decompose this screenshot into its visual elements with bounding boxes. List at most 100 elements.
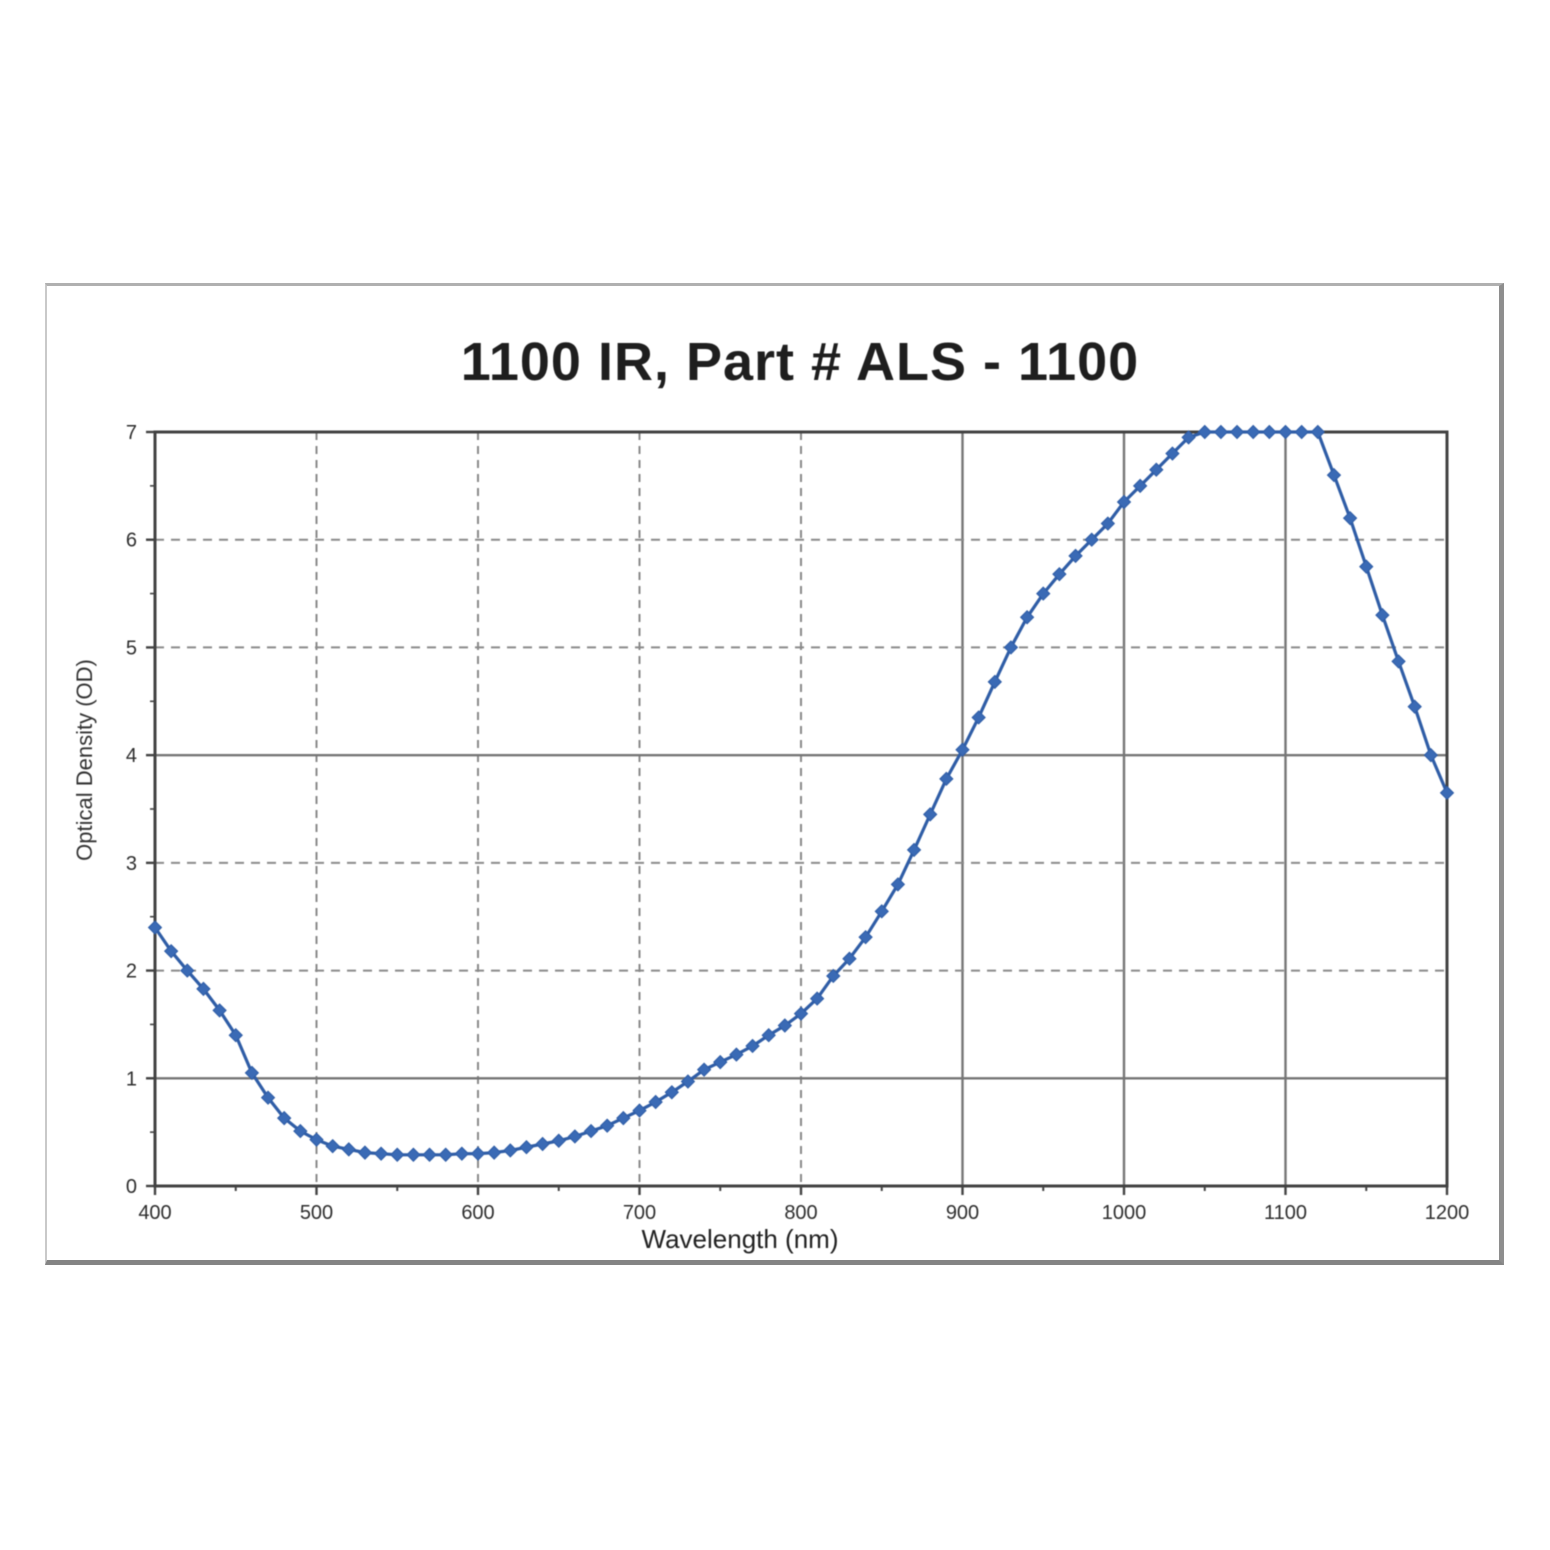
y-tick-label: 0: [126, 1176, 137, 1198]
data-point-marker: [1068, 548, 1083, 564]
data-point-marker: [1116, 494, 1132, 510]
data-point-marker: [260, 1090, 276, 1105]
data-point-marker: [1181, 430, 1196, 445]
data-point-marker: [906, 842, 922, 858]
data-point-marker: [890, 877, 906, 892]
data-point-marker: [761, 1027, 776, 1043]
x-tick-label: 1000: [1102, 1202, 1147, 1224]
data-point-marker: [551, 1133, 566, 1148]
y-tick-label: 2: [126, 961, 137, 983]
y-tick-label: 6: [126, 530, 137, 552]
data-point-marker: [196, 981, 211, 997]
data-point-marker: [163, 943, 179, 959]
x-tick-label: 900: [946, 1202, 979, 1224]
data-point-marker: [777, 1018, 793, 1033]
axis-ticks: [146, 430, 1449, 1195]
data-point-marker: [1084, 532, 1099, 547]
data-point-marker: [454, 1146, 470, 1161]
x-tick-label: 700: [623, 1202, 656, 1224]
data-point-marker: [1439, 785, 1455, 801]
tick-labels: 400 500 600 700 800 900 1000 1100 1200 0 1 2 3 4 5 6 7: [126, 422, 1469, 1224]
data-point-marker: [713, 1054, 728, 1070]
x-tick-label: 600: [461, 1202, 494, 1224]
data-point-marker: [357, 1145, 373, 1160]
data-point-marker: [1407, 699, 1422, 714]
data-point-marker: [422, 1147, 437, 1162]
x-tick-label: 400: [138, 1202, 171, 1224]
data-point-marker: [519, 1140, 534, 1155]
data-point-marker: [180, 963, 195, 978]
data-point-marker: [922, 807, 938, 822]
data-point-marker: [648, 1094, 663, 1110]
data-point-marker: [470, 1146, 486, 1161]
data-point-marker: [616, 1110, 631, 1126]
data-point-marker: [390, 1147, 405, 1162]
data-point-marker: [1245, 424, 1261, 440]
data-point-marker: [1100, 516, 1116, 531]
data-point-marker: [438, 1147, 453, 1162]
data-point-marker: [325, 1138, 340, 1154]
data-point-marker: [745, 1038, 760, 1054]
data-point-marker: [987, 674, 1003, 690]
data-point-marker: [228, 1027, 243, 1043]
data-point-marker: [1229, 424, 1245, 440]
data-point-marker: [729, 1047, 744, 1062]
data-point-marker: [1294, 424, 1309, 440]
data-point-marker: [599, 1118, 615, 1133]
data-point-marker: [1149, 462, 1164, 477]
y-tick-label: 5: [126, 637, 137, 659]
y-tick-label: 7: [126, 422, 137, 444]
data-point-marker: [486, 1145, 502, 1160]
data-point-marker: [147, 920, 163, 935]
data-point-marker: [1262, 424, 1277, 440]
data-point-marker: [1278, 424, 1293, 440]
x-tick-label: 500: [300, 1202, 333, 1224]
data-point-marker: [583, 1123, 599, 1139]
y-tick-label: 1: [126, 1068, 137, 1090]
data-point-marker: [1197, 424, 1212, 440]
data-point-marker: [244, 1065, 260, 1081]
y-tick-label: 4: [126, 745, 137, 767]
data-point-marker: [971, 710, 986, 725]
data-point-marker: [1391, 654, 1406, 669]
data-point-marker: [955, 742, 970, 757]
y-tick-label: 3: [126, 853, 137, 875]
data-point-marker: [1213, 424, 1229, 440]
data-point-marker: [276, 1110, 292, 1126]
x-tick-label: 800: [784, 1202, 817, 1224]
data-point-marker: [680, 1074, 696, 1089]
data-point-marker: [858, 929, 873, 945]
data-point-marker: [535, 1136, 550, 1152]
data-point-marker: [1019, 610, 1035, 625]
data-point-marker: [842, 951, 857, 966]
data-point-marker: [664, 1085, 680, 1100]
data-point-marker: [1359, 559, 1374, 574]
data-point-marker: [341, 1142, 357, 1157]
x-tick-label: 1200: [1425, 1202, 1470, 1224]
data-point-marker: [212, 1003, 227, 1018]
data-point-marker: [793, 1006, 809, 1021]
data-point-marker: [1036, 586, 1051, 601]
data-point-marker: [874, 904, 889, 919]
gridlines: [155, 432, 1447, 1186]
data-series: [147, 424, 1455, 1162]
data-point-marker: [1052, 566, 1067, 582]
data-point-marker: [1375, 607, 1390, 623]
x-tick-label: 1100: [1264, 1202, 1307, 1224]
chart-panel: [45, 283, 1504, 1265]
data-point-marker: [567, 1129, 583, 1144]
chart-title: 1100 IR, Part # ALS - 1100: [461, 332, 1139, 392]
data-point-marker: [1326, 467, 1342, 483]
data-point-marker: [1165, 446, 1180, 461]
data-point-marker: [1342, 510, 1358, 526]
data-point-marker: [309, 1132, 324, 1147]
data-point-marker: [632, 1103, 647, 1118]
data-point-marker: [1310, 424, 1326, 440]
data-point-marker: [293, 1123, 308, 1139]
data-point-marker: [503, 1143, 518, 1158]
data-point-marker: [1132, 478, 1148, 494]
data-point-marker: [1003, 640, 1019, 655]
data-point-marker: [809, 991, 825, 1006]
data-point-marker: [696, 1062, 712, 1077]
